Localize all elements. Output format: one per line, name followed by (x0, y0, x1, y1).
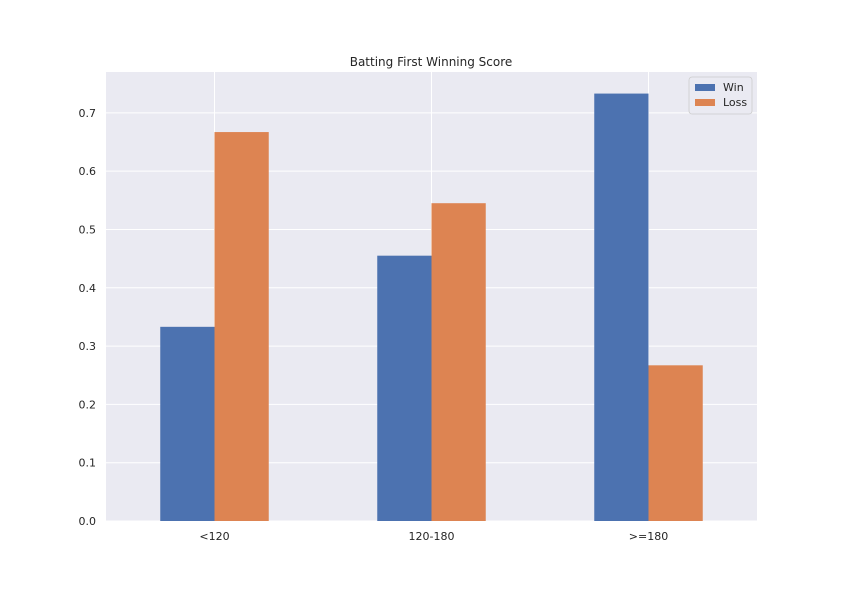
y-tick-label: 0.2 (79, 398, 97, 411)
y-tick-label: 0.6 (79, 165, 97, 178)
bar-win-3 (594, 93, 649, 522)
y-tick-label: 0.5 (79, 223, 97, 236)
x-tick-labels: <120 120-180 >=180 (199, 530, 668, 543)
y-tick-label: 0.4 (79, 282, 97, 295)
y-tick-label: 0.7 (79, 107, 97, 120)
x-tick-label: >=180 (629, 530, 668, 543)
legend-swatch-win (695, 84, 715, 91)
bar-loss-2 (431, 203, 486, 521)
legend-label-win: Win (723, 81, 744, 94)
bars (160, 93, 703, 522)
x-tick-label: 120-180 (409, 530, 455, 543)
bar-loss-3 (648, 365, 703, 521)
bar-win-1 (160, 326, 215, 521)
bar-win-2 (377, 255, 432, 521)
y-tick-label: 0.1 (79, 457, 97, 470)
y-tick-label: 0.0 (79, 515, 97, 528)
legend-label-loss: Loss (723, 96, 747, 109)
chart-title: Batting First Winning Score (350, 55, 513, 69)
legend: Win Loss (688, 76, 753, 115)
legend-swatch-loss (695, 99, 715, 106)
y-tick-label: 0.3 (79, 340, 97, 353)
y-tick-labels: 0.0 0.1 0.2 0.3 0.4 0.5 0.6 0.7 (79, 107, 97, 528)
x-tick-label: <120 (199, 530, 229, 543)
bar-loss-1 (214, 132, 269, 521)
